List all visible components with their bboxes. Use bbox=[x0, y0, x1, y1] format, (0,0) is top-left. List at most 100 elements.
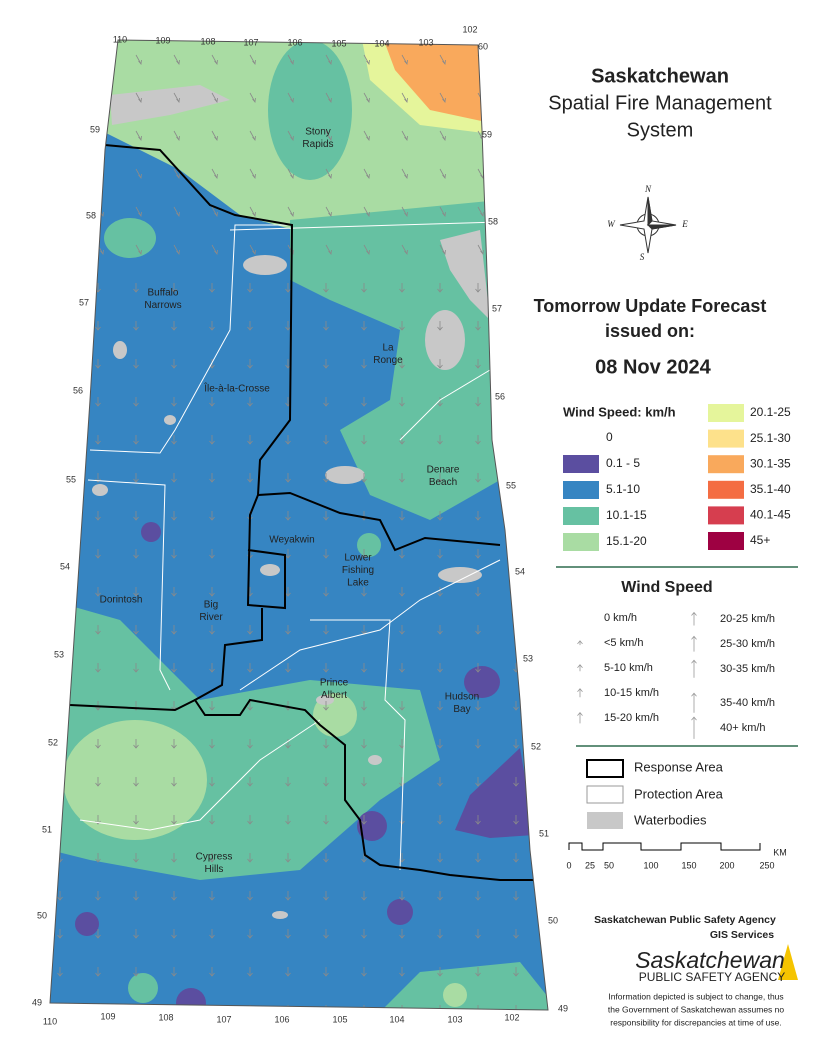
wind-arrow bbox=[475, 625, 481, 635]
zone bbox=[128, 973, 158, 1003]
longitude-label: 102 bbox=[462, 24, 477, 34]
lake bbox=[325, 466, 365, 484]
zone bbox=[380, 40, 500, 125]
wind-arrow bbox=[323, 929, 329, 939]
wind-arrow bbox=[399, 321, 405, 331]
protection-boundary bbox=[310, 619, 406, 871]
arrow-legend-label: 35-40 km/h bbox=[720, 697, 775, 709]
wind-arrow bbox=[133, 283, 139, 293]
place-label: Île-à-la-Crosse bbox=[203, 382, 270, 395]
wind-arrow bbox=[437, 967, 443, 977]
wind-arrow bbox=[133, 929, 139, 939]
wind-arrow bbox=[325, 54, 332, 65]
wind-arrow bbox=[363, 168, 370, 179]
legend-arrow bbox=[577, 640, 583, 646]
wind-arrow bbox=[437, 283, 443, 293]
wind-arrow bbox=[475, 321, 481, 331]
wind-arrow bbox=[133, 739, 139, 749]
latitude-label: 50 bbox=[37, 910, 47, 920]
wind-arrow bbox=[57, 397, 63, 407]
wind-arrow bbox=[363, 54, 370, 65]
response-boundary bbox=[69, 699, 196, 712]
wind-arrow bbox=[323, 397, 329, 407]
wind-arrow bbox=[209, 815, 215, 825]
wind-arrow bbox=[399, 397, 405, 407]
wind-arrow bbox=[209, 739, 215, 749]
wind-arrow bbox=[361, 967, 367, 977]
wind-arrow bbox=[173, 244, 180, 255]
wind-arrow bbox=[399, 663, 405, 673]
wind-arrow bbox=[439, 168, 446, 179]
wind-arrow bbox=[209, 283, 215, 293]
wind-arrow bbox=[171, 853, 177, 863]
lake bbox=[425, 310, 465, 370]
wind-arrow bbox=[133, 853, 139, 863]
wind-arrow bbox=[437, 397, 443, 407]
protection-area-swatch bbox=[586, 785, 624, 804]
wind-arrow bbox=[247, 853, 253, 863]
wind-arrow bbox=[57, 359, 63, 369]
response-boundary bbox=[193, 608, 540, 881]
wind-arrow bbox=[171, 815, 177, 825]
wind-arrow bbox=[249, 130, 256, 141]
wind-arrow bbox=[171, 321, 177, 331]
disclaimer: Information depicted is subject to chang… bbox=[608, 991, 783, 1001]
scale-label: 25 bbox=[585, 860, 595, 870]
wind-arrow bbox=[323, 701, 329, 711]
wind-arrow bbox=[399, 511, 405, 521]
wind-arrow bbox=[133, 815, 139, 825]
place-label: Ronge bbox=[373, 355, 403, 366]
waterbodies bbox=[92, 85, 490, 919]
wind-arrow bbox=[171, 777, 177, 787]
wind-arrow bbox=[439, 54, 446, 65]
latitude-label: 55 bbox=[506, 480, 516, 490]
wind-arrow bbox=[247, 967, 253, 977]
wind-arrow bbox=[247, 321, 253, 331]
place-label: Cypress bbox=[196, 852, 233, 863]
wind-arrow bbox=[475, 473, 481, 483]
wind-arrows bbox=[57, 54, 522, 1010]
wind-arrow bbox=[475, 853, 481, 863]
wind-arrow bbox=[133, 321, 139, 331]
wind-arrow bbox=[171, 283, 177, 293]
wind-arrow bbox=[475, 929, 481, 939]
wind-arrow bbox=[133, 625, 139, 635]
wind-arrow bbox=[95, 777, 101, 787]
wind-arrow bbox=[209, 587, 215, 597]
compass-point bbox=[646, 224, 677, 230]
wind-arrow bbox=[361, 359, 367, 369]
wind-arrow bbox=[285, 511, 291, 521]
scale-label: 150 bbox=[681, 860, 696, 870]
wind-arrow bbox=[247, 359, 253, 369]
place-label: La bbox=[382, 343, 394, 354]
river bbox=[239, 559, 501, 691]
legend-arrow bbox=[691, 611, 697, 626]
latitude-label: 54 bbox=[515, 566, 525, 576]
wind-arrow bbox=[399, 967, 405, 977]
wind-arrow bbox=[323, 587, 329, 597]
lake bbox=[440, 230, 490, 320]
wind-arrow bbox=[285, 473, 291, 483]
wind-arrow bbox=[57, 739, 63, 749]
disclaimer: the Government of Saskatchewan assumes n… bbox=[608, 1004, 785, 1014]
response-areas bbox=[69, 144, 540, 881]
legend-swatch bbox=[708, 455, 744, 474]
wind-arrow bbox=[247, 891, 253, 901]
place-label: Lower bbox=[344, 553, 372, 564]
boundary-label: Protection Area bbox=[634, 786, 724, 801]
wind-arrow bbox=[437, 587, 443, 597]
wind-arrow bbox=[247, 929, 253, 939]
wind-arrow bbox=[361, 891, 367, 901]
wind-arrow bbox=[57, 549, 63, 559]
wind-arrow bbox=[173, 206, 180, 217]
latitude-label: 51 bbox=[539, 828, 549, 838]
wind-arrow bbox=[477, 206, 484, 217]
wind-arrow bbox=[475, 967, 481, 977]
wind-arrow bbox=[285, 777, 291, 787]
wind-arrow bbox=[439, 244, 446, 255]
wind-arrow bbox=[361, 587, 367, 597]
protection-boundary bbox=[89, 224, 290, 454]
wind-arrow bbox=[247, 625, 253, 635]
wind-arrow bbox=[285, 853, 291, 863]
